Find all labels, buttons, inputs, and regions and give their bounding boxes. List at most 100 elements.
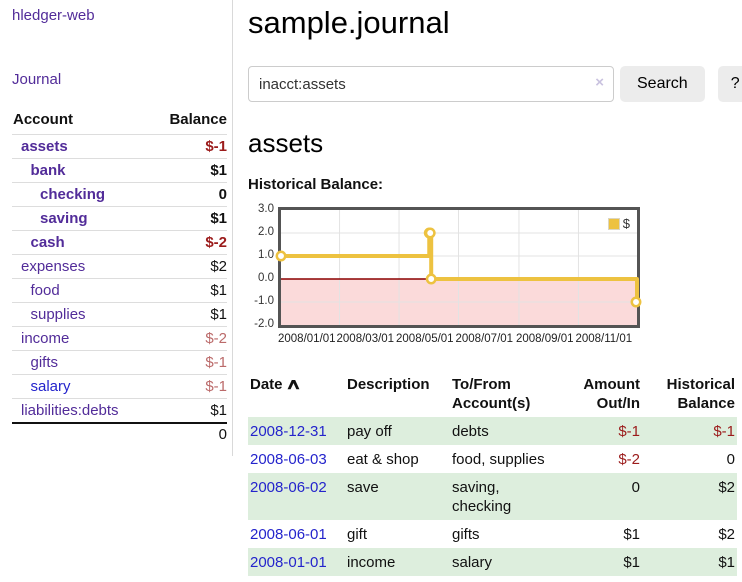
transaction-description: gift [347, 526, 368, 543]
transaction-date-link[interactable]: 2008-06-03 [250, 451, 327, 468]
transaction-date-link[interactable]: 2008-12-31 [250, 423, 327, 440]
account-row: liabilities:debts $1 [12, 398, 227, 423]
sidebar-item-journal[interactable]: Journal [12, 71, 62, 88]
chart-title: Historical Balance: [248, 176, 384, 193]
transaction-date-link[interactable]: 2008-01-01 [250, 554, 327, 571]
account-balance: $-1 [150, 350, 227, 375]
account-balance: $1 [150, 398, 227, 423]
search-form: × Search ? [248, 66, 742, 102]
legend-swatch-icon [607, 217, 620, 230]
transaction-balance: $1 [718, 554, 735, 571]
register-header-amount: Amount Out/In [583, 376, 640, 412]
register-header-date[interactable]: Date ∧ [250, 376, 302, 393]
historical-balance-chart: 3.0 2.0 1.0 0.0 -1.0 -2.0 $ 2008/01/01 2008/03… [248, 203, 742, 355]
register-header-description: Description [347, 376, 430, 393]
transaction-balance: $2 [718, 479, 735, 496]
sidebar-account-link[interactable]: assets [21, 138, 68, 155]
account-balance: $2 [150, 254, 227, 279]
transaction-description: save [347, 479, 379, 496]
chart-canvas [275, 210, 642, 325]
register-row: 2008-12-31 pay off debts $-1 $-1 [248, 417, 737, 445]
account-balance: $-2 [150, 230, 227, 255]
page-title: sample.journal [248, 5, 450, 40]
transaction-balance: $2 [718, 526, 735, 543]
account-balance: $-1 [150, 374, 227, 399]
x-axis-tick-label: 2008/03/01 [336, 333, 395, 345]
transaction-accounts: gifts [452, 526, 480, 543]
register-header-accounts: To/From Account(s) [452, 376, 531, 412]
x-axis-tick-label: 2008/11/01 [575, 333, 633, 345]
y-axis-tick-label: 3.0 [258, 203, 274, 215]
transaction-amount: $-2 [618, 451, 640, 468]
accounts-total-row: 0 [12, 421, 227, 446]
sidebar-account-link[interactable]: saving [40, 210, 88, 227]
account-row: cash $-2 [12, 230, 227, 255]
sidebar-account-link[interactable]: salary [30, 378, 71, 395]
account-row: checking 0 [12, 182, 227, 207]
account-row: income $-2 [12, 326, 227, 351]
sidebar-account-link[interactable]: supplies [30, 306, 86, 323]
account-balance: $-1 [150, 134, 227, 159]
sort-asc-icon: ∧ [284, 376, 302, 393]
account-balance: 0 [150, 182, 227, 207]
transaction-description: income [347, 554, 396, 571]
register-row: 2008-06-01 gift gifts $1 $2 [248, 520, 737, 548]
brand-link[interactable]: hledger-web [12, 7, 95, 24]
transaction-accounts: debts [452, 423, 489, 440]
sidebar-account-link[interactable]: bank [30, 162, 66, 179]
search-box: × [248, 66, 614, 102]
register-row: 2008-01-01 income salary $1 $1 [248, 548, 737, 576]
transaction-accounts: saving, checking [452, 479, 512, 515]
accounts-total-value: 0 [150, 421, 227, 446]
transaction-amount: $-1 [618, 423, 640, 440]
account-balance: $-2 [150, 326, 227, 351]
transaction-accounts: salary [452, 554, 493, 571]
register-header-balance: Historical Balance [666, 376, 735, 412]
transaction-amount: 0 [631, 479, 640, 496]
search-input[interactable] [248, 66, 614, 102]
chart-plot-area: $ [275, 207, 642, 328]
register-row: 2008-06-02 save saving, checking 0 $2 [248, 473, 737, 520]
accounts-header-row: Account Balance [12, 109, 227, 135]
transaction-description: eat & shop [347, 451, 419, 468]
clear-search-icon[interactable]: × [595, 74, 604, 91]
y-axis-tick-label: -1.0 [254, 295, 274, 307]
x-axis-tick-label: 2008/05/01 [396, 333, 454, 345]
account-row: saving $1 [12, 206, 227, 231]
transaction-balance: 0 [726, 451, 735, 468]
accounts-header-balance: Balance [169, 111, 227, 128]
sidebar-account-link[interactable]: expenses [21, 258, 86, 275]
main-content: sample.journal × Search ? assets Histori… [248, 0, 742, 576]
y-axis-tick-label: 2.0 [258, 226, 274, 238]
sidebar-account-link[interactable]: checking [40, 186, 106, 203]
account-row: bank $1 [12, 158, 227, 183]
y-axis-tick-label: -2.0 [254, 318, 274, 330]
search-button[interactable]: Search [620, 66, 705, 102]
transaction-date-link[interactable]: 2008-06-02 [250, 479, 327, 496]
sidebar-account-link[interactable]: food [30, 282, 60, 299]
legend-label: $ [622, 216, 630, 231]
y-axis-tick-label: 0.0 [258, 272, 274, 284]
account-row: expenses $2 [12, 254, 227, 279]
transaction-description: pay off [347, 423, 392, 440]
sidebar-account-link[interactable]: liabilities:debts [21, 401, 119, 419]
help-button[interactable]: ? [717, 66, 742, 102]
x-axis-tick-label: 2008/01/01 [278, 333, 336, 345]
sidebar-account-link[interactable]: cash [30, 234, 65, 251]
sidebar-account-link[interactable]: gifts [30, 354, 59, 371]
transaction-accounts: food, supplies [452, 451, 545, 468]
sidebar-account-link[interactable]: income [21, 330, 70, 347]
account-balance: $1 [150, 158, 227, 183]
accounts-table: Account Balance assets $-1 bank $1 checking 0… [12, 109, 227, 446]
sidebar: hledger-web Journal Account Balance asse… [0, 0, 233, 456]
transaction-balance: $-1 [713, 423, 735, 440]
transaction-date-link[interactable]: 2008-06-01 [250, 526, 327, 543]
register-header-row: Date ∧ Description To/From Account(s) Amo… [248, 372, 737, 417]
account-row: supplies $1 [12, 302, 227, 327]
x-axis-tick-label: 2008/07/01 [455, 333, 514, 345]
register-table: Date ∧ Description To/From Account(s) Amo… [248, 372, 737, 576]
x-axis-tick-label: 2008/09/01 [515, 333, 574, 345]
y-axis-tick-label: 1.0 [258, 249, 274, 261]
account-row: salary $-1 [12, 374, 227, 399]
